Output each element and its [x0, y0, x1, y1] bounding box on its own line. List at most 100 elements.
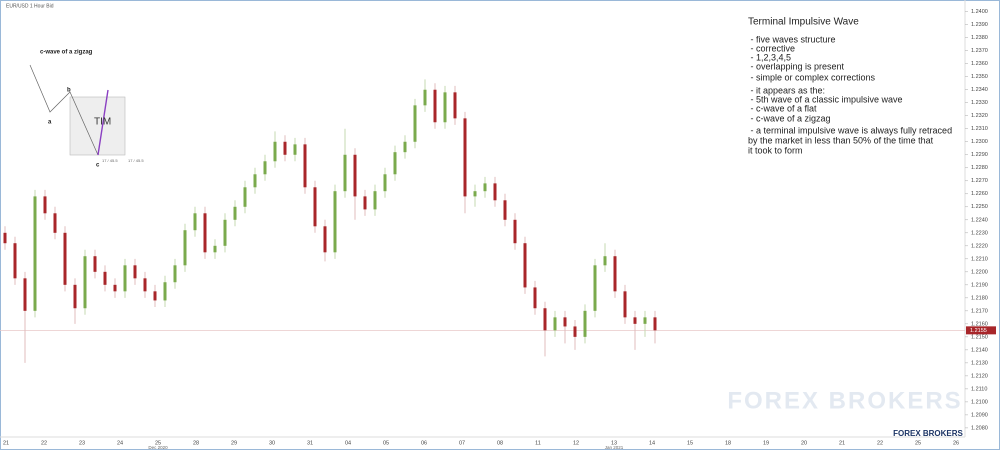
- candle-body: [323, 226, 327, 253]
- candle-body: [433, 89, 437, 123]
- candle-body: [463, 118, 467, 197]
- y-tick-label: 1.2400: [971, 9, 988, 15]
- candle-body: [283, 141, 287, 155]
- x-tick-label: 05: [383, 440, 389, 446]
- candle-body: [473, 191, 477, 197]
- candle-body: [333, 191, 337, 253]
- candle-body: [423, 89, 427, 106]
- y-tick-label: 1.2130: [971, 360, 988, 366]
- candle-body: [153, 291, 157, 301]
- x-tick-label: 11: [535, 440, 541, 446]
- y-tick-label: 1.2380: [971, 35, 988, 41]
- x-tick-label: 14: [649, 440, 655, 446]
- y-tick-label: 1.2210: [971, 256, 988, 262]
- y-tick-label: 1.2190: [971, 282, 988, 288]
- candle-body: [73, 284, 77, 309]
- candle-body: [53, 213, 57, 233]
- y-tick-label: 1.2150: [971, 334, 988, 340]
- terminal-line: [97, 89, 109, 156]
- candle-body: [203, 213, 207, 253]
- candle-body: [193, 213, 197, 231]
- y-tick-label: 1.2200: [971, 269, 988, 275]
- measure: 17 / 45.5: [102, 158, 118, 163]
- candle-body: [503, 200, 507, 220]
- y-tick-label: 1.2140: [971, 347, 988, 353]
- candle-body: [373, 191, 377, 210]
- x-tick-label: 30: [269, 440, 275, 446]
- candle-body: [293, 144, 297, 155]
- y-tick-label: 1.2320: [971, 113, 988, 119]
- last-price-tag: [966, 326, 996, 335]
- candle-body: [343, 154, 347, 192]
- x-tick-label: 22: [41, 440, 47, 446]
- candle-body: [553, 317, 557, 331]
- x-tick-label: 22: [877, 440, 883, 446]
- candle-body: [353, 154, 357, 197]
- y-tick-label: 1.2290: [971, 152, 988, 158]
- candle-body: [253, 174, 257, 188]
- candle-body: [113, 284, 117, 292]
- candle-body: [83, 256, 87, 309]
- x-tick-label: 12: [573, 440, 579, 446]
- x-tick-label: 23: [79, 440, 85, 446]
- candle-body: [123, 265, 127, 292]
- x-tick-label: 06: [421, 440, 427, 446]
- candle-body: [493, 183, 497, 201]
- annotation-title: Terminal Impulsive Wave: [748, 17, 859, 28]
- candle-body: [233, 206, 237, 220]
- logo: FOREX BROKERS: [893, 429, 963, 438]
- candle-body: [453, 92, 457, 119]
- x-tick-label: 21: [839, 440, 845, 446]
- y-tick-label: 1.2350: [971, 74, 988, 80]
- y-tick-label: 1.2090: [971, 412, 988, 418]
- y-tick-label: 1.2360: [971, 61, 988, 67]
- candle-body: [23, 278, 27, 311]
- candle-body: [483, 183, 487, 192]
- x-tick-label: 20: [801, 440, 807, 446]
- x-tick-label: 24: [117, 440, 123, 446]
- candle-body: [443, 92, 447, 123]
- candle-body: [643, 317, 647, 324]
- x-tick-label: 31: [307, 440, 313, 446]
- candle-body: [133, 265, 137, 279]
- x-tick-label: 26: [953, 440, 959, 446]
- candle-body: [393, 152, 397, 175]
- candle-body: [223, 219, 227, 246]
- y-tick-label: 1.2270: [971, 178, 988, 184]
- y-tick-label: 1.2100: [971, 399, 988, 405]
- annotation-line: - simple or complex corrections: [748, 72, 876, 82]
- annotation-line: - c-wave of a flat: [748, 103, 817, 113]
- x-tick-label: 18: [725, 440, 731, 446]
- wave-line: [29, 64, 99, 156]
- candle-body: [543, 308, 547, 331]
- wave-label: b: [67, 88, 71, 94]
- wave-label: c: [96, 163, 100, 169]
- candle-body: [43, 196, 47, 214]
- y-tick-label: 1.2300: [971, 139, 988, 145]
- x-tick-label: 25: [915, 440, 921, 446]
- y-tick-label: 1.2220: [971, 243, 988, 249]
- y-tick-label: 1.2340: [971, 87, 988, 93]
- box-label: TIM: [94, 117, 111, 128]
- measure: 17 / 45.5: [128, 158, 144, 163]
- annotation-line: - corrective: [748, 43, 795, 53]
- candle-body: [513, 219, 517, 244]
- candle-body: [603, 256, 607, 266]
- candle-body: [613, 256, 617, 292]
- y-tick-label: 1.2240: [971, 217, 988, 223]
- y-tick-label: 1.2080: [971, 425, 988, 431]
- watermark: FOREX BROKERS: [727, 387, 962, 414]
- candle-body: [63, 232, 67, 285]
- candle-body: [273, 141, 277, 162]
- candle-body: [143, 278, 147, 292]
- last-price-label: 1.2155: [970, 328, 987, 334]
- candle-body: [633, 317, 637, 324]
- candle-body: [263, 161, 267, 175]
- inset-title: c-wave of a zigzag: [40, 50, 93, 56]
- y-tick-label: 1.2330: [971, 100, 988, 106]
- y-tick-label: 1.2370: [971, 48, 988, 54]
- y-tick-label: 1.2230: [971, 230, 988, 236]
- candle-body: [653, 317, 657, 331]
